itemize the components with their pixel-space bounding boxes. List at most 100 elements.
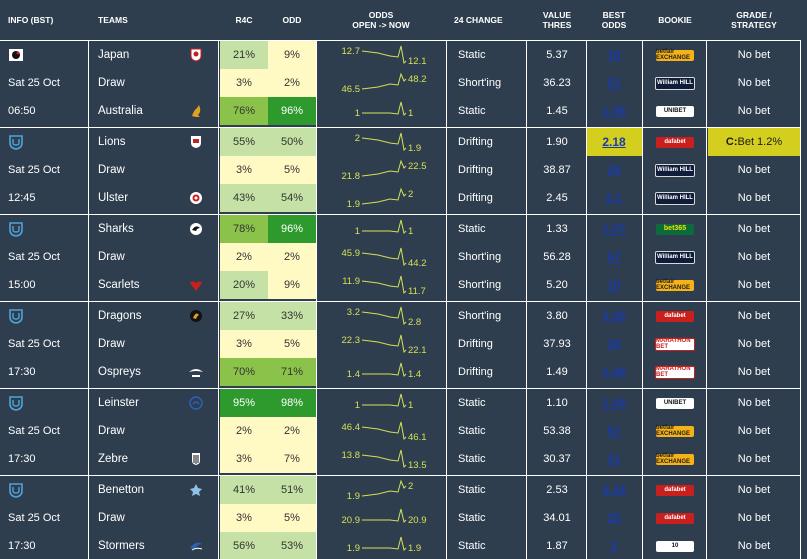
best-odds-link[interactable]: 51 xyxy=(607,424,621,438)
best-odds: 26 xyxy=(586,330,642,358)
grade-prefix: C: xyxy=(725,136,738,148)
grade-strategy: No bet xyxy=(737,192,771,204)
odd-value: 5% xyxy=(268,156,316,184)
best-odds-link[interactable]: 1.48 xyxy=(602,365,626,379)
odds-open-now-chart: 45.9 44.2 xyxy=(342,247,427,269)
grade-strategy: No bet xyxy=(737,397,771,409)
bookie-logo[interactable]: MARATHON BET xyxy=(655,365,695,379)
change-status: Static xyxy=(458,425,486,437)
match-info: Sat 25 Oct xyxy=(8,512,60,524)
best-odds: 2.1 xyxy=(586,184,642,212)
match-info: 15:00 xyxy=(8,279,36,291)
best-odds-link[interactable]: 3.35 xyxy=(602,309,626,323)
bookie-logo[interactable]: UNIBET xyxy=(656,397,694,409)
header-info-line: INFO (BST) xyxy=(8,15,54,25)
odds-open-label: 46.5 xyxy=(342,84,361,95)
best-odds: 1.48 xyxy=(586,358,642,386)
odds-open-now-chart: 46.4 46.1 xyxy=(342,421,427,443)
lions-crest-icon xyxy=(191,136,201,148)
r4c-value: 2% xyxy=(220,417,268,445)
value-threshold: 5.20 xyxy=(546,279,568,291)
odds-sparkline: 45.9 44.2 xyxy=(318,243,444,271)
odds-movement-line xyxy=(361,72,407,90)
header-info: INFO (BST) xyxy=(0,0,95,40)
best-odds-link[interactable]: 25 xyxy=(607,511,621,525)
best-odds-link[interactable]: 29 xyxy=(607,163,621,177)
table-row: Leinster 95% 98% 1 1 Static 1.10 1.04 UNIBET No b… xyxy=(0,388,800,418)
bookie-logo[interactable]: William HILL xyxy=(655,76,695,90)
best-odds-link[interactable]: 1.04 xyxy=(602,396,626,410)
odds-open-label: 1.9 xyxy=(347,491,360,502)
grade-strategy: No bet xyxy=(737,338,771,350)
australia-wallaby-icon xyxy=(192,105,201,117)
bookie-logo[interactable]: William HILL xyxy=(655,250,695,264)
header-24-change-text: 24 CHANGE xyxy=(454,15,503,25)
best-odds-link[interactable]: 26 xyxy=(607,337,621,351)
bookie-logo[interactable]: betfair EXCHANGE xyxy=(656,49,694,61)
bookie-logo[interactable]: betfair EXCHANGE xyxy=(656,279,694,291)
odd-value: 5% xyxy=(268,330,316,358)
odd-value: 53% xyxy=(268,532,316,559)
bookie-logo[interactable]: William HILL xyxy=(655,163,695,177)
team-name: Dragons xyxy=(98,310,142,322)
value-threshold: 1.87 xyxy=(546,540,568,552)
team-name: Australia xyxy=(98,105,143,117)
grid-line xyxy=(316,40,317,559)
best-odds-link[interactable]: 15 xyxy=(607,278,621,292)
bookie-logo[interactable]: William HILL xyxy=(655,191,695,205)
odds-now-label: 48.2 xyxy=(408,74,427,85)
best-odds-link[interactable]: 21 xyxy=(607,452,621,466)
bookie-logo[interactable]: 10 xyxy=(656,540,694,552)
bookie-cell: dafabet xyxy=(643,504,707,532)
table-row: 17:30 Stormers 56% 53% 1.9 1.9 Static 1.87 2 10 No… xyxy=(0,532,800,559)
best-odds-link[interactable]: 2.18 xyxy=(602,135,626,149)
bookie-logo[interactable]: dafabet xyxy=(656,512,694,524)
change-status: Static xyxy=(458,223,486,235)
best-odds-link[interactable]: 2.1 xyxy=(605,191,623,205)
best-odds-link[interactable]: 2 xyxy=(610,539,618,553)
team-logo xyxy=(186,97,206,125)
bookie-logo[interactable]: dafabet xyxy=(656,484,694,496)
bookie-logo[interactable]: bet365 xyxy=(656,223,694,235)
bookie-logo[interactable]: MARATHON BET xyxy=(655,337,695,351)
best-odds: 1.06 xyxy=(586,97,642,125)
header-teams-text: TEAMS xyxy=(98,15,128,25)
value-threshold: 1.90 xyxy=(546,136,568,148)
sharks-crest-icon xyxy=(190,223,202,235)
odds-sparkline: 13.8 13.5 xyxy=(318,445,444,473)
best-odds-link[interactable]: 1.06 xyxy=(602,104,626,118)
odds-open-now-chart: 12.7 12.1 xyxy=(342,45,427,67)
team-name: Draw xyxy=(98,251,125,263)
best-odds-link[interactable]: 67 xyxy=(607,250,621,264)
match-info: 17:30 xyxy=(8,453,36,465)
bookie-logo[interactable]: betfair EXCHANGE xyxy=(656,425,694,437)
odd-value: 2% xyxy=(268,69,316,97)
bookie-logo[interactable]: betfair EXCHANGE xyxy=(656,453,694,465)
table-row: Lions 55% 50% 2 1.9 Drifting 1.90 2.18 dafabet C:… xyxy=(0,127,800,157)
bookie-logo[interactable]: dafabet xyxy=(656,310,694,322)
grade-strategy: No bet xyxy=(737,164,771,176)
grade-strategy: C: Bet 1.2% xyxy=(708,128,800,156)
r4c-value: 95% xyxy=(220,389,268,417)
grid-line xyxy=(586,40,587,559)
team-name: Japan xyxy=(98,49,130,61)
change-status: Short'ing xyxy=(458,310,502,322)
value-threshold: 34.01 xyxy=(543,512,571,524)
table-row: 06:50 Australia 76% 96% 1 1 Static 1.45 1.06 UNIB… xyxy=(0,97,800,125)
r4c-value: 3% xyxy=(220,156,268,184)
best-odds-link[interactable]: 19 xyxy=(607,48,621,62)
best-odds-link[interactable]: 2.44 xyxy=(602,483,626,497)
odds-now-label: 44.2 xyxy=(408,258,427,269)
odds-now-label: 2 xyxy=(408,481,413,492)
odds-now-label: 2.8 xyxy=(408,317,421,328)
best-odds-link[interactable]: 51 xyxy=(607,76,621,90)
bookie-logo[interactable]: UNIBET xyxy=(656,105,694,117)
header-value-thres-line: THRES xyxy=(542,20,572,30)
dragons-crest-icon xyxy=(190,310,202,322)
value-threshold: 2.45 xyxy=(546,192,568,204)
odds-now-label: 1.4 xyxy=(408,369,421,380)
bookie-logo[interactable]: dafabet xyxy=(656,136,694,148)
team-logo xyxy=(186,271,206,299)
best-odds-link[interactable]: 1.07 xyxy=(602,222,626,236)
